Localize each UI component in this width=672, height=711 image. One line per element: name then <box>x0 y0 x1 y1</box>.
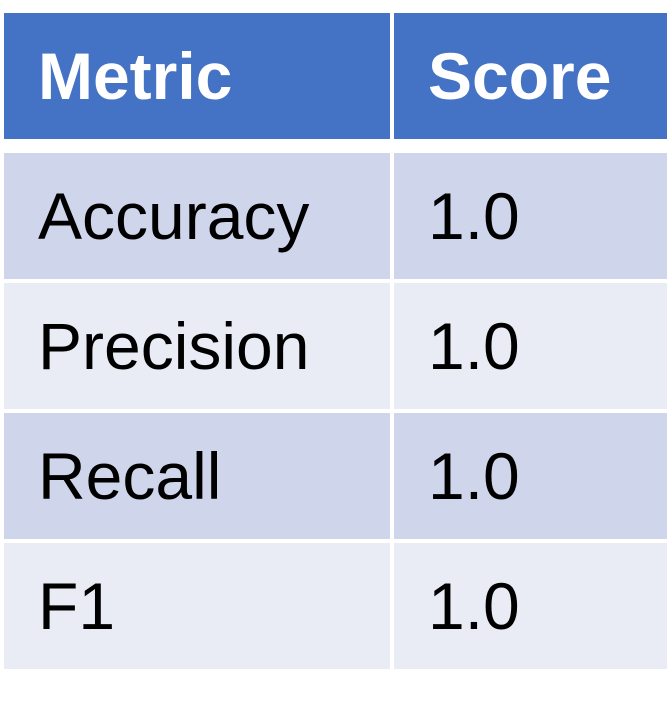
table-body: Accuracy 1.0 Precision 1.0 Recall 1.0 F1… <box>0 144 671 673</box>
table-row: Recall 1.0 <box>0 409 671 543</box>
table-header: Metric Score <box>0 9 671 153</box>
column-header-score: Score <box>390 9 671 153</box>
score-cell: 1.0 <box>390 279 671 413</box>
score-cell: 1.0 <box>390 539 671 673</box>
metric-cell: Precision <box>0 279 394 413</box>
table-row: Precision 1.0 <box>0 279 671 413</box>
metric-cell: F1 <box>0 539 394 673</box>
metric-cell: Recall <box>0 409 394 543</box>
column-header-metric: Metric <box>0 9 394 153</box>
metrics-table-container: Metric Score Accuracy 1.0 Precision 1.0 … <box>0 9 671 673</box>
table-row: F1 1.0 <box>0 539 671 673</box>
score-cell: 1.0 <box>390 409 671 543</box>
metric-cell: Accuracy <box>0 144 394 283</box>
header-row: Metric Score <box>0 9 671 153</box>
table-row: Accuracy 1.0 <box>0 144 671 283</box>
metrics-table: Metric Score Accuracy 1.0 Precision 1.0 … <box>0 9 671 673</box>
score-cell: 1.0 <box>390 144 671 283</box>
